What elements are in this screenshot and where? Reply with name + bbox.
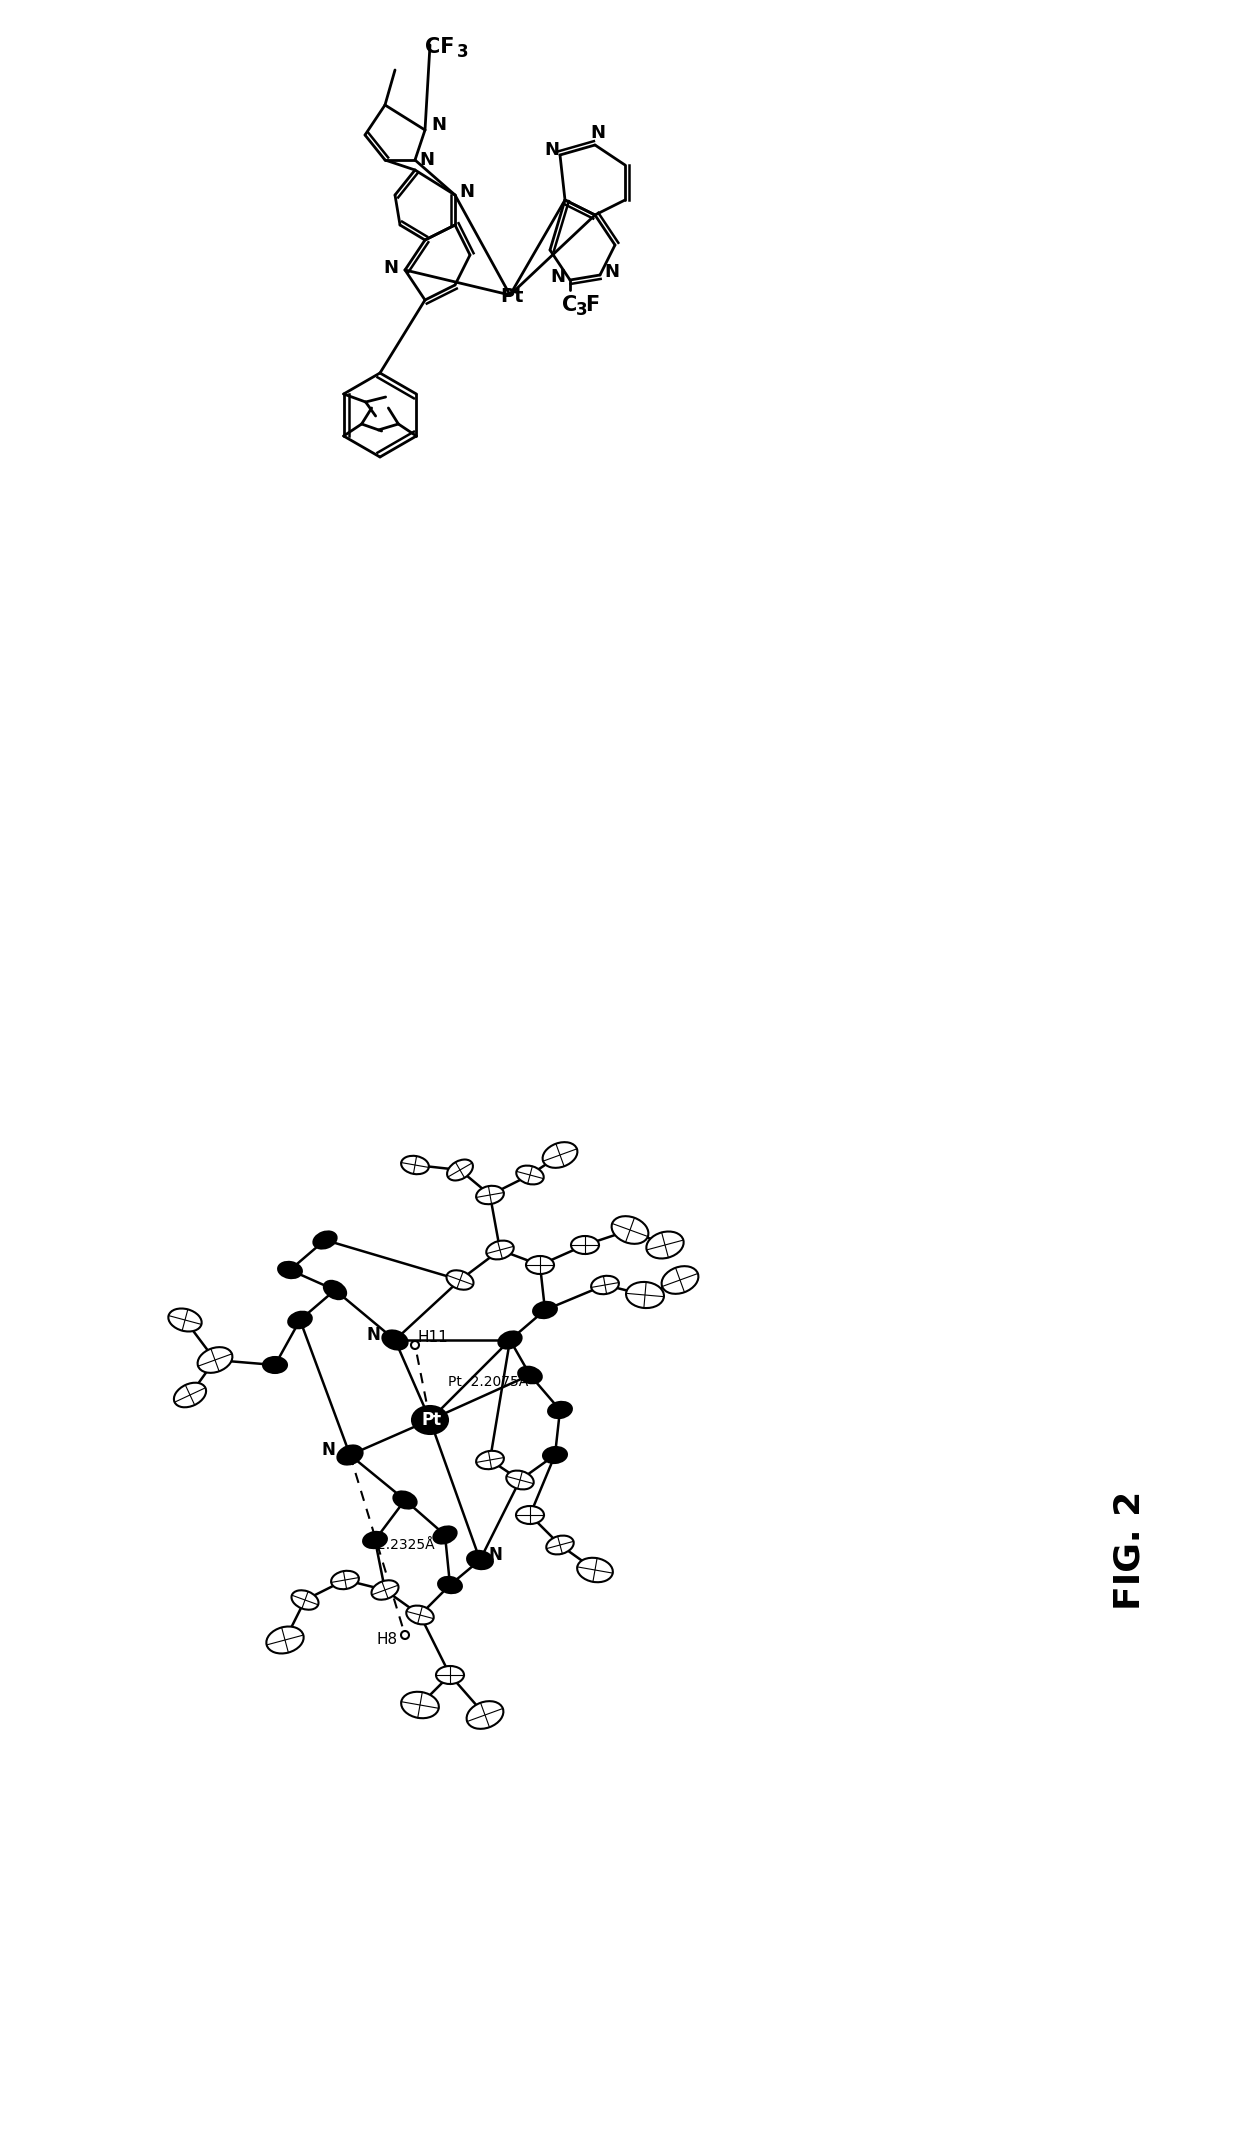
Ellipse shape [591,1275,619,1294]
Text: N: N [383,260,398,277]
Ellipse shape [577,1558,613,1582]
Ellipse shape [516,1165,543,1184]
Ellipse shape [337,1446,362,1465]
Ellipse shape [438,1578,461,1592]
Ellipse shape [466,1701,503,1729]
Ellipse shape [169,1309,202,1331]
Text: N: N [419,151,434,168]
Ellipse shape [548,1401,572,1418]
Text: C: C [563,296,578,315]
Text: N: N [605,264,620,281]
Ellipse shape [646,1231,683,1258]
Text: 2.2325Å: 2.2325Å [377,1537,435,1552]
Ellipse shape [288,1311,311,1328]
Text: N: N [366,1326,379,1343]
Ellipse shape [278,1262,301,1277]
Ellipse shape [467,1550,492,1569]
Ellipse shape [412,1405,448,1435]
Ellipse shape [486,1241,513,1260]
Ellipse shape [626,1282,663,1307]
Ellipse shape [372,1580,398,1599]
Ellipse shape [662,1267,698,1294]
Ellipse shape [263,1356,286,1373]
Ellipse shape [611,1216,649,1243]
Ellipse shape [382,1331,408,1350]
Circle shape [410,1341,419,1350]
Circle shape [401,1631,409,1639]
Text: 3: 3 [458,43,469,62]
Ellipse shape [291,1590,319,1610]
Text: N: N [432,115,446,134]
Ellipse shape [518,1367,542,1384]
Ellipse shape [393,1492,417,1509]
Text: Pt: Pt [500,287,523,304]
Text: H8: H8 [377,1633,398,1648]
Ellipse shape [324,1282,346,1299]
Ellipse shape [570,1237,599,1254]
Ellipse shape [448,1160,472,1179]
Text: FIG. 2: FIG. 2 [1114,1490,1147,1610]
Ellipse shape [547,1535,574,1554]
Text: Pt: Pt [422,1412,443,1429]
Ellipse shape [543,1448,567,1463]
Text: N: N [544,141,559,160]
Ellipse shape [267,1627,304,1654]
Ellipse shape [197,1348,232,1373]
Text: H11: H11 [418,1328,449,1346]
Ellipse shape [436,1667,464,1684]
Ellipse shape [363,1533,387,1548]
Text: N: N [321,1441,335,1458]
Ellipse shape [526,1256,554,1273]
Text: 3: 3 [577,300,588,319]
Text: CF: CF [425,36,455,57]
Ellipse shape [543,1141,578,1169]
Ellipse shape [506,1471,533,1490]
Text: N: N [551,268,565,285]
Ellipse shape [516,1505,544,1524]
Ellipse shape [434,1526,456,1544]
Ellipse shape [476,1450,503,1469]
Ellipse shape [314,1231,336,1248]
Ellipse shape [331,1571,358,1588]
Ellipse shape [498,1331,522,1348]
Ellipse shape [533,1301,557,1318]
Text: N: N [460,183,475,200]
Ellipse shape [446,1271,474,1290]
Text: N: N [489,1546,502,1565]
Text: N: N [590,123,605,143]
Ellipse shape [401,1156,429,1175]
Text: F: F [585,296,599,315]
Ellipse shape [402,1693,439,1718]
Text: Pt  2.2075Å: Pt 2.2075Å [448,1375,528,1390]
Ellipse shape [174,1382,206,1407]
Ellipse shape [476,1186,503,1205]
Ellipse shape [407,1605,434,1624]
